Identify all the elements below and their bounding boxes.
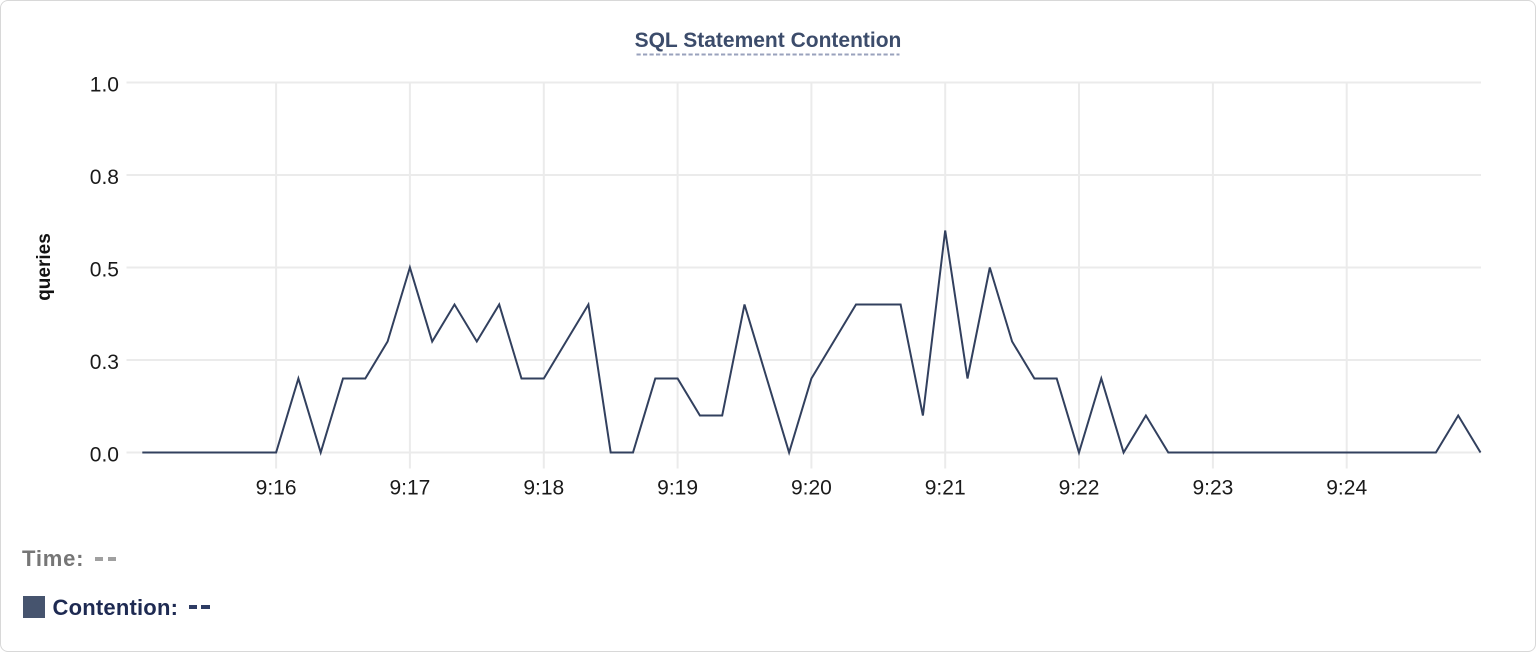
svg-text:9:20: 9:20 xyxy=(791,477,832,500)
svg-text:9:23: 9:23 xyxy=(1192,477,1233,500)
svg-text:0.0: 0.0 xyxy=(90,444,119,467)
svg-text:9:17: 9:17 xyxy=(389,477,430,500)
svg-text:9:24: 9:24 xyxy=(1326,477,1367,500)
svg-text:9:21: 9:21 xyxy=(925,477,966,500)
svg-text:queries: queries xyxy=(34,233,55,301)
svg-text:0.8: 0.8 xyxy=(90,166,119,189)
svg-text:9:16: 9:16 xyxy=(256,477,297,500)
svg-text:0.5: 0.5 xyxy=(90,259,119,282)
svg-text:9:19: 9:19 xyxy=(657,477,698,500)
svg-text:0.3: 0.3 xyxy=(90,351,119,374)
svg-text:1.0: 1.0 xyxy=(90,74,119,97)
svg-text:9:18: 9:18 xyxy=(523,477,564,500)
svg-text:9:22: 9:22 xyxy=(1059,477,1100,500)
